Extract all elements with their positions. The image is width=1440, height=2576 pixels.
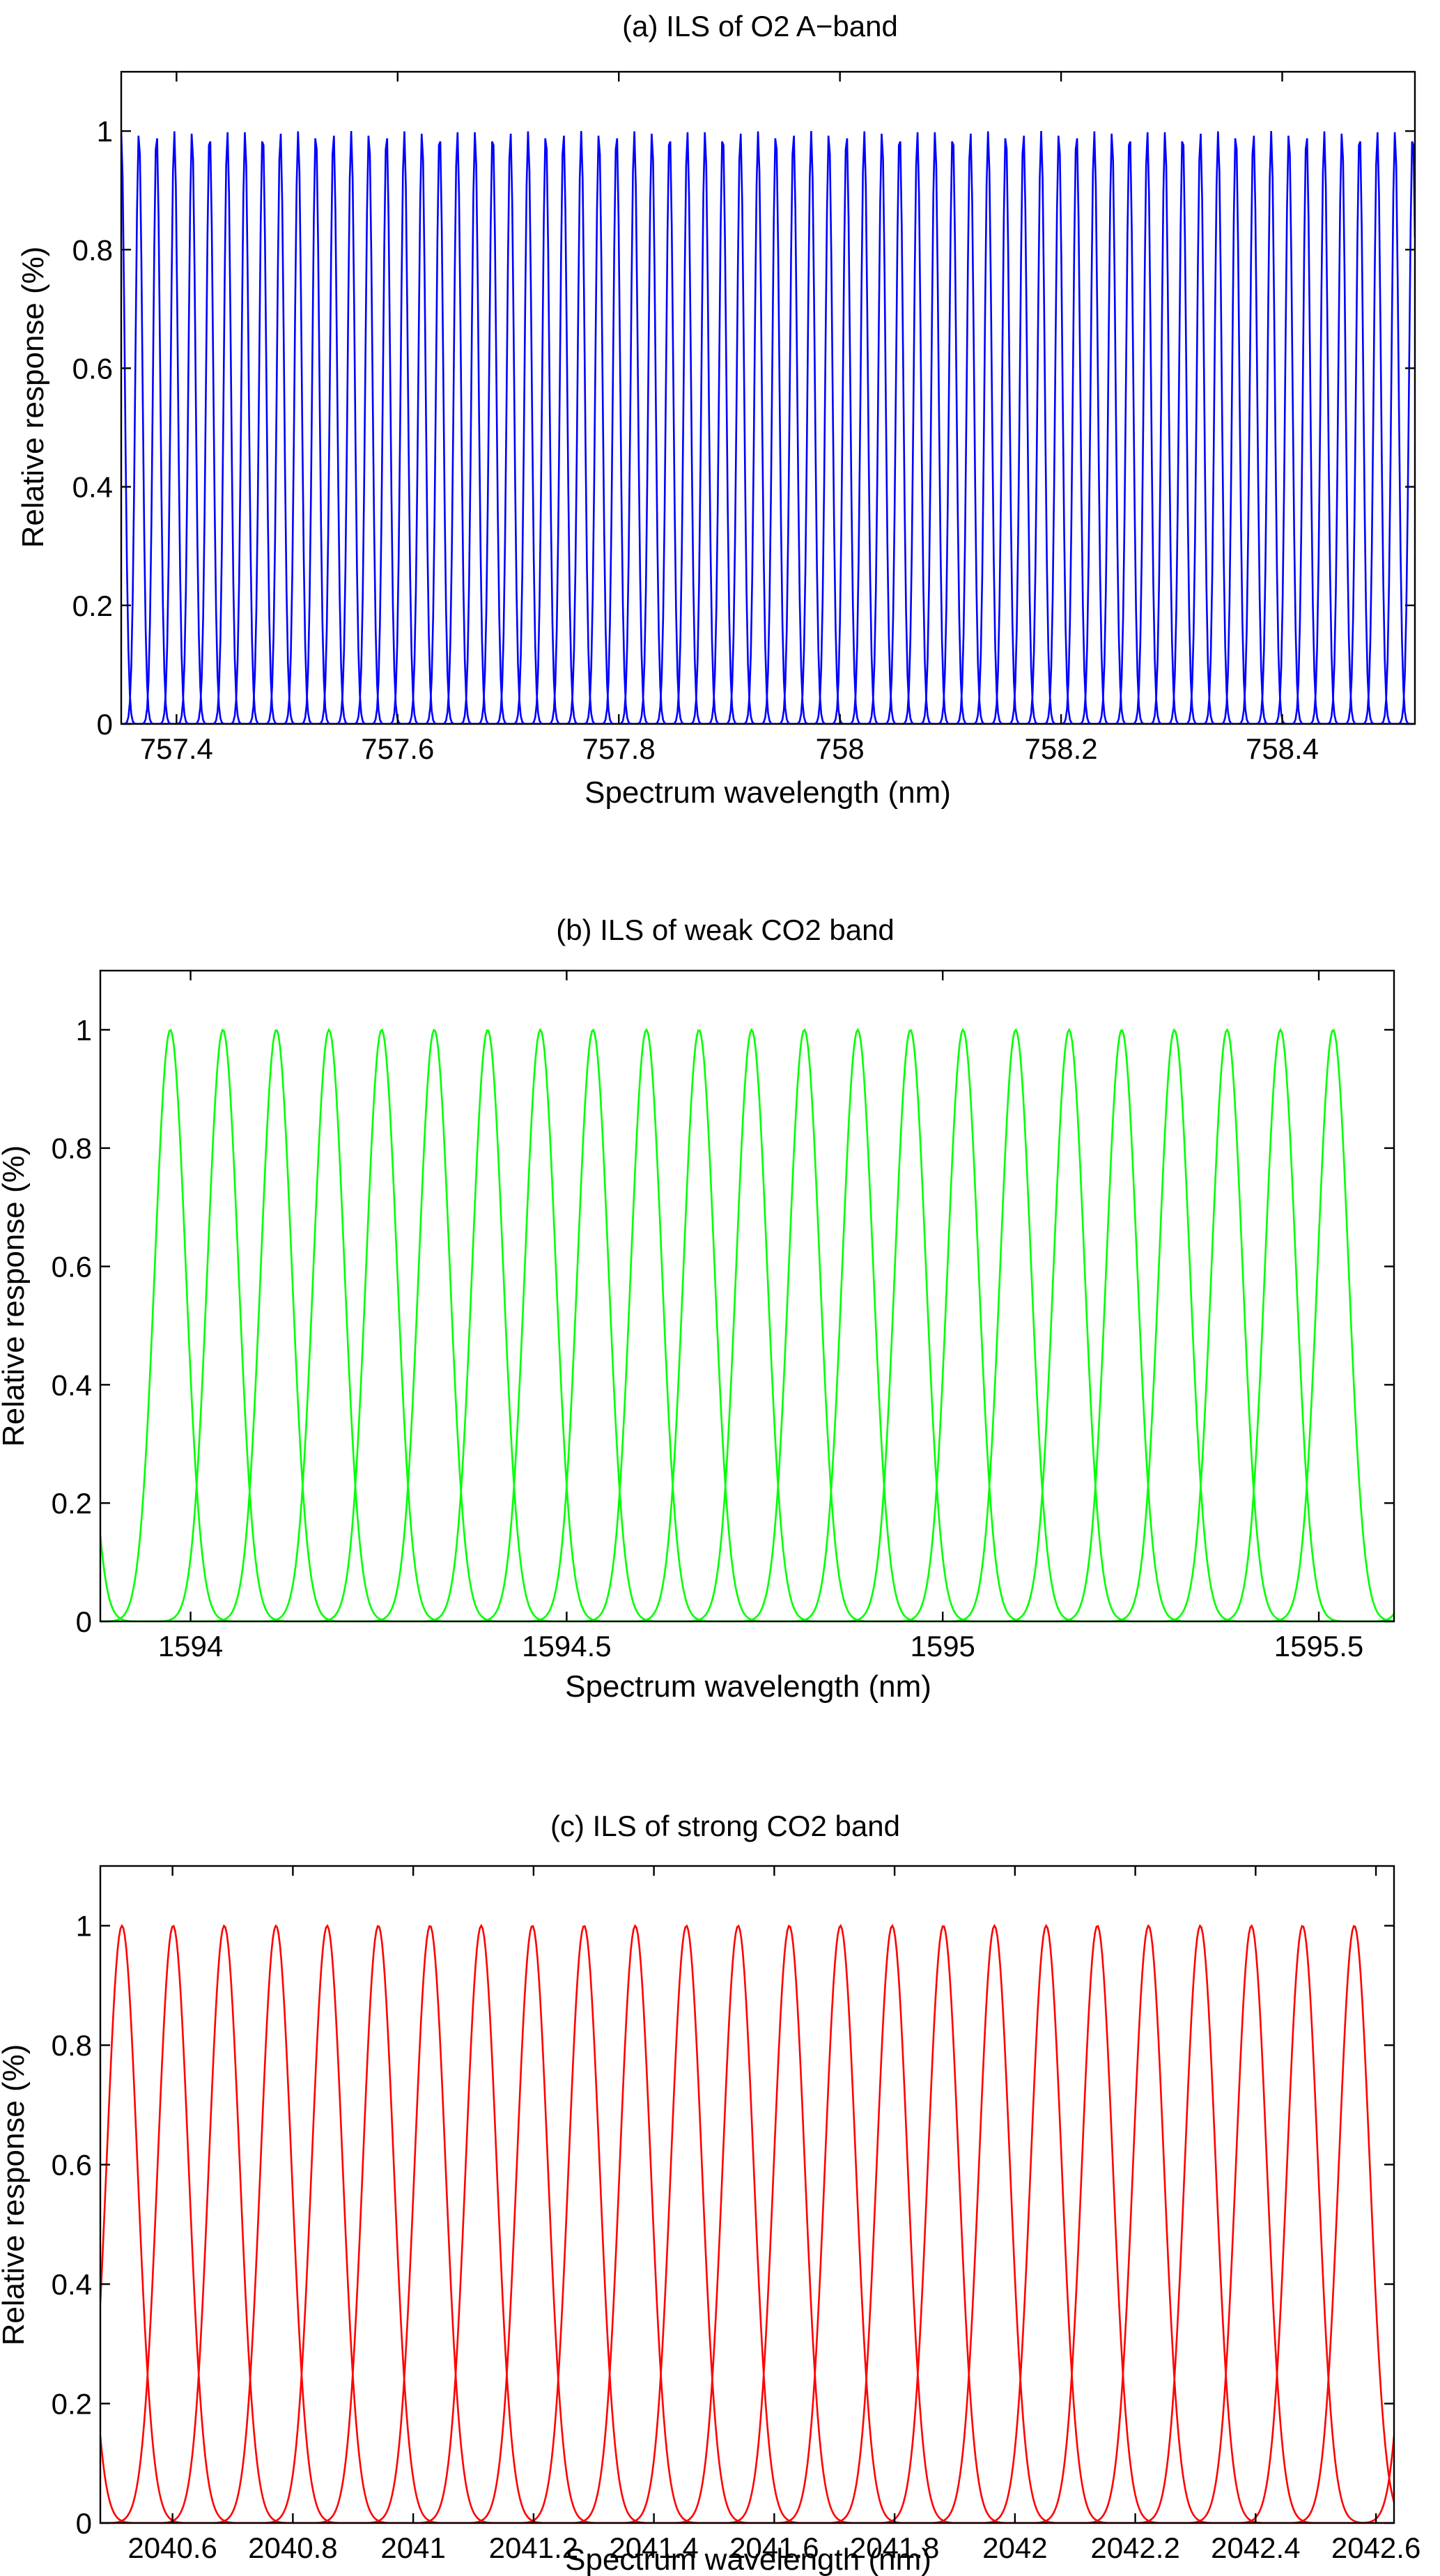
panel-c-x-tick-label: 2042.2 [1090,2531,1179,2564]
panel-c-y-tick-label: 0.8 [52,2029,92,2062]
panel-c-y-tick-label: 0.4 [52,2268,92,2301]
panel-a-x-tick-label: 758 [816,732,865,765]
panel-c: (c) ILS of strong CO2 band 2040.6 2040.8 2… [0,1810,1420,2576]
panel-c-series-line [100,1924,1394,2523]
panel-a-x-tick-label: 757.8 [582,732,656,765]
panel-a-y-tick-label: 0.8 [72,233,113,266]
panel-a-x-tick-label: 757.6 [361,732,434,765]
panel-a-y-tick-label: 1 [97,115,113,148]
panel-a-series-line [121,131,1415,724]
panel-c-series-line [100,1924,1394,2523]
panel-a-series-line [121,138,1415,724]
panel-c-x-tick-label: 2041.6 [729,2531,819,2564]
panel-c-y-ticks: 0 0.2 0.4 0.6 0.8 1 [52,1910,1394,2540]
panel-b-y-tick-label: 0.4 [52,1368,92,1401]
panel-c-y-axis-label: Relative response (%) [0,2044,31,2346]
panel-b-y-ticks: 0 0.2 0.4 0.6 0.8 1 [52,1014,1394,1638]
panel-a: (a) ILS of O2 A−band 757.4 757.6 757.8 758 7… [16,10,1416,810]
panel-c-x-tick-label: 2041.4 [609,2531,698,2564]
panel-b-x-tick-label: 1595.5 [1274,1630,1363,1663]
panel-a-x-tick-label: 757.4 [140,732,213,765]
panel-c-x-tick-label: 2040.8 [248,2531,337,2564]
panel-c-x-ticks: 2040.6 2040.8 2041 2041.2 2041.4 2041.6 2041.8… [127,1866,1420,2564]
panel-a-y-tick-label: 0.2 [72,589,113,622]
panel-b-series-line [100,1028,1394,1621]
panel-b-y-axis-label: Relative response (%) [0,1146,31,1447]
panel-c-y-tick-label: 0.6 [52,2149,92,2182]
panel-b-y-tick-label: 0.2 [52,1487,92,1520]
panel-b-series-line [100,1028,1394,1621]
panel-c-series-line [100,1924,1394,2523]
panel-b-series-line [100,1028,1394,1621]
panel-b-x-tick-label: 1594 [158,1630,223,1663]
panel-c-x-axis-label: Spectrum wavelength (nm) [565,2543,931,2576]
panel-b-series-line [100,1029,1394,1621]
panel-a-x-tick-label: 758.2 [1025,732,1098,765]
panel-a-y-ticks: 0 0.2 0.4 0.6 0.8 1 [72,115,1415,741]
panel-c-x-tick-label: 2041.8 [850,2531,939,2564]
panel-a-x-ticks: 757.4 757.6 757.8 758 758.2 758.4 [140,72,1319,765]
panel-c-x-tick-label: 2042.4 [1211,2531,1300,2564]
panel-b-y-tick-label: 1 [76,1014,92,1047]
panel-c-series-line [100,1924,1394,2523]
panel-b-title: (b) ILS of weak CO2 band [556,913,895,946]
panel-b-x-ticks: 1594 1594.5 1595 1595.5 [158,971,1363,1663]
panel-c-x-tick-label: 2041 [380,2531,445,2564]
panel-a-y-tick-label: 0.4 [72,471,113,504]
panel-c-x-tick-label: 2042 [982,2531,1047,2564]
panel-c-x-tick-label: 2041.2 [489,2531,578,2564]
panel-c-x-tick-label: 2042.6 [1331,2531,1420,2564]
panel-b-y-tick-label: 0 [76,1605,92,1638]
panel-c-series-line [100,1924,1394,2523]
panel-c-y-tick-label: 1 [76,1910,92,1943]
panel-a-y-tick-label: 0.6 [72,352,113,385]
panel-b-series-line [100,1028,1394,1621]
panel-b-frame [99,969,1395,1623]
panel-a-y-tick-label: 0 [97,708,113,741]
panel-a-series-line [121,133,1415,724]
panel-b: (b) ILS of weak CO2 band 1594 1594.5 1595 1… [0,913,1395,1704]
panel-b-x-tick-label: 1595 [910,1630,975,1663]
panel-b-y-tick-label: 0.8 [52,1132,92,1165]
panel-a-frame [120,70,1416,725]
panel-b-x-axis-label: Spectrum wavelength (nm) [565,1669,931,1704]
panel-c-title: (c) ILS of strong CO2 band [550,1810,900,1842]
panel-c-series-line [100,1924,1394,2523]
panel-c-frame [99,1865,1395,2524]
panel-b-y-tick-label: 0.6 [52,1251,92,1283]
panel-b-x-tick-label: 1594.5 [522,1630,611,1663]
panel-c-x-tick-label: 2040.6 [127,2531,217,2564]
panel-b-series-line [100,1029,1394,1621]
panel-a-x-tick-label: 758.4 [1246,732,1319,765]
panel-c-y-tick-label: 0 [76,2507,92,2540]
panel-c-y-tick-label: 0.2 [52,2388,92,2421]
panel-a-y-axis-label: Relative response (%) [16,247,50,548]
panel-a-series-line [121,135,1415,724]
panel-a-x-axis-label: Spectrum wavelength (nm) [584,776,951,810]
panel-a-title: (a) ILS of O2 A−band [622,10,898,43]
